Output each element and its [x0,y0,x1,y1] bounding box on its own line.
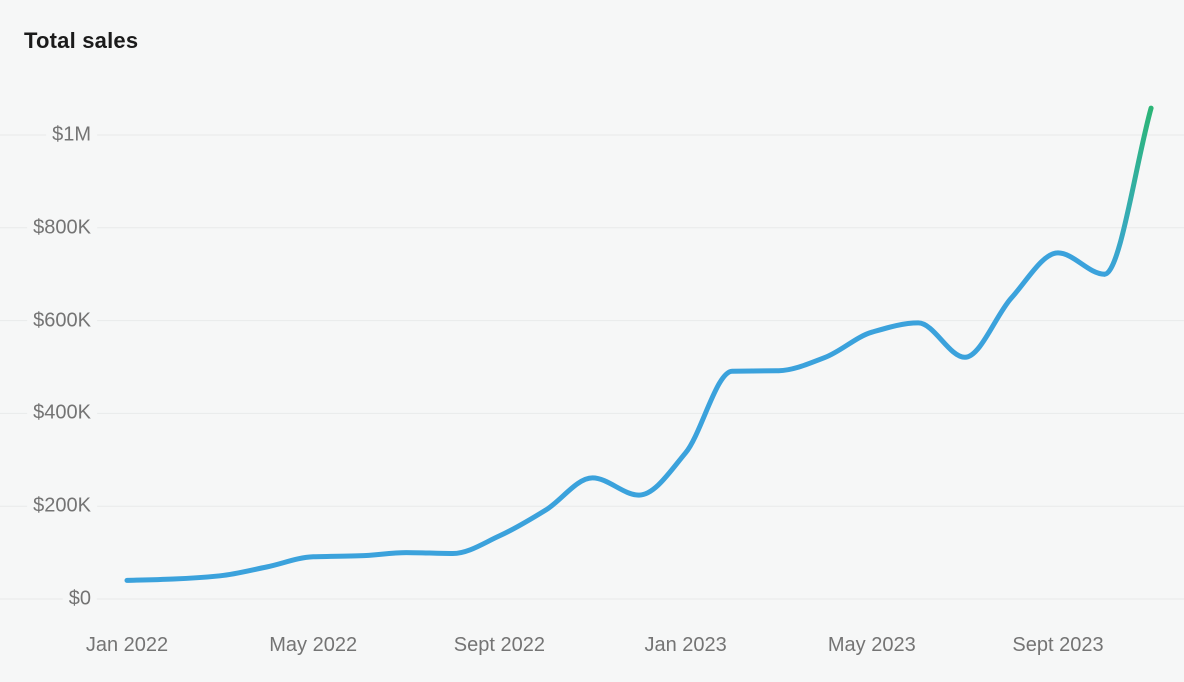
y-axis-label: $400K [27,398,97,428]
x-axis-label: May 2023 [827,634,916,656]
x-axis-label: Jan 2022 [85,634,169,656]
y-axis-label: $800K [27,213,97,243]
y-axis-label: $600K [27,306,97,336]
y-axis-label: $200K [27,491,97,521]
chart-title: Total sales [24,28,139,53]
gridlines [0,134,1184,600]
sales-line-final-segment [1102,105,1154,277]
x-axis-label: Sept 2022 [453,634,545,656]
x-axis-label: Jan 2023 [644,634,727,656]
x-axis-label: Sept 2023 [1012,634,1104,656]
y-axis-label: $0 [62,584,97,614]
y-axis-label: $1M [46,120,97,150]
sales-line [124,250,1107,583]
x-axis-label: May 2022 [269,634,358,656]
